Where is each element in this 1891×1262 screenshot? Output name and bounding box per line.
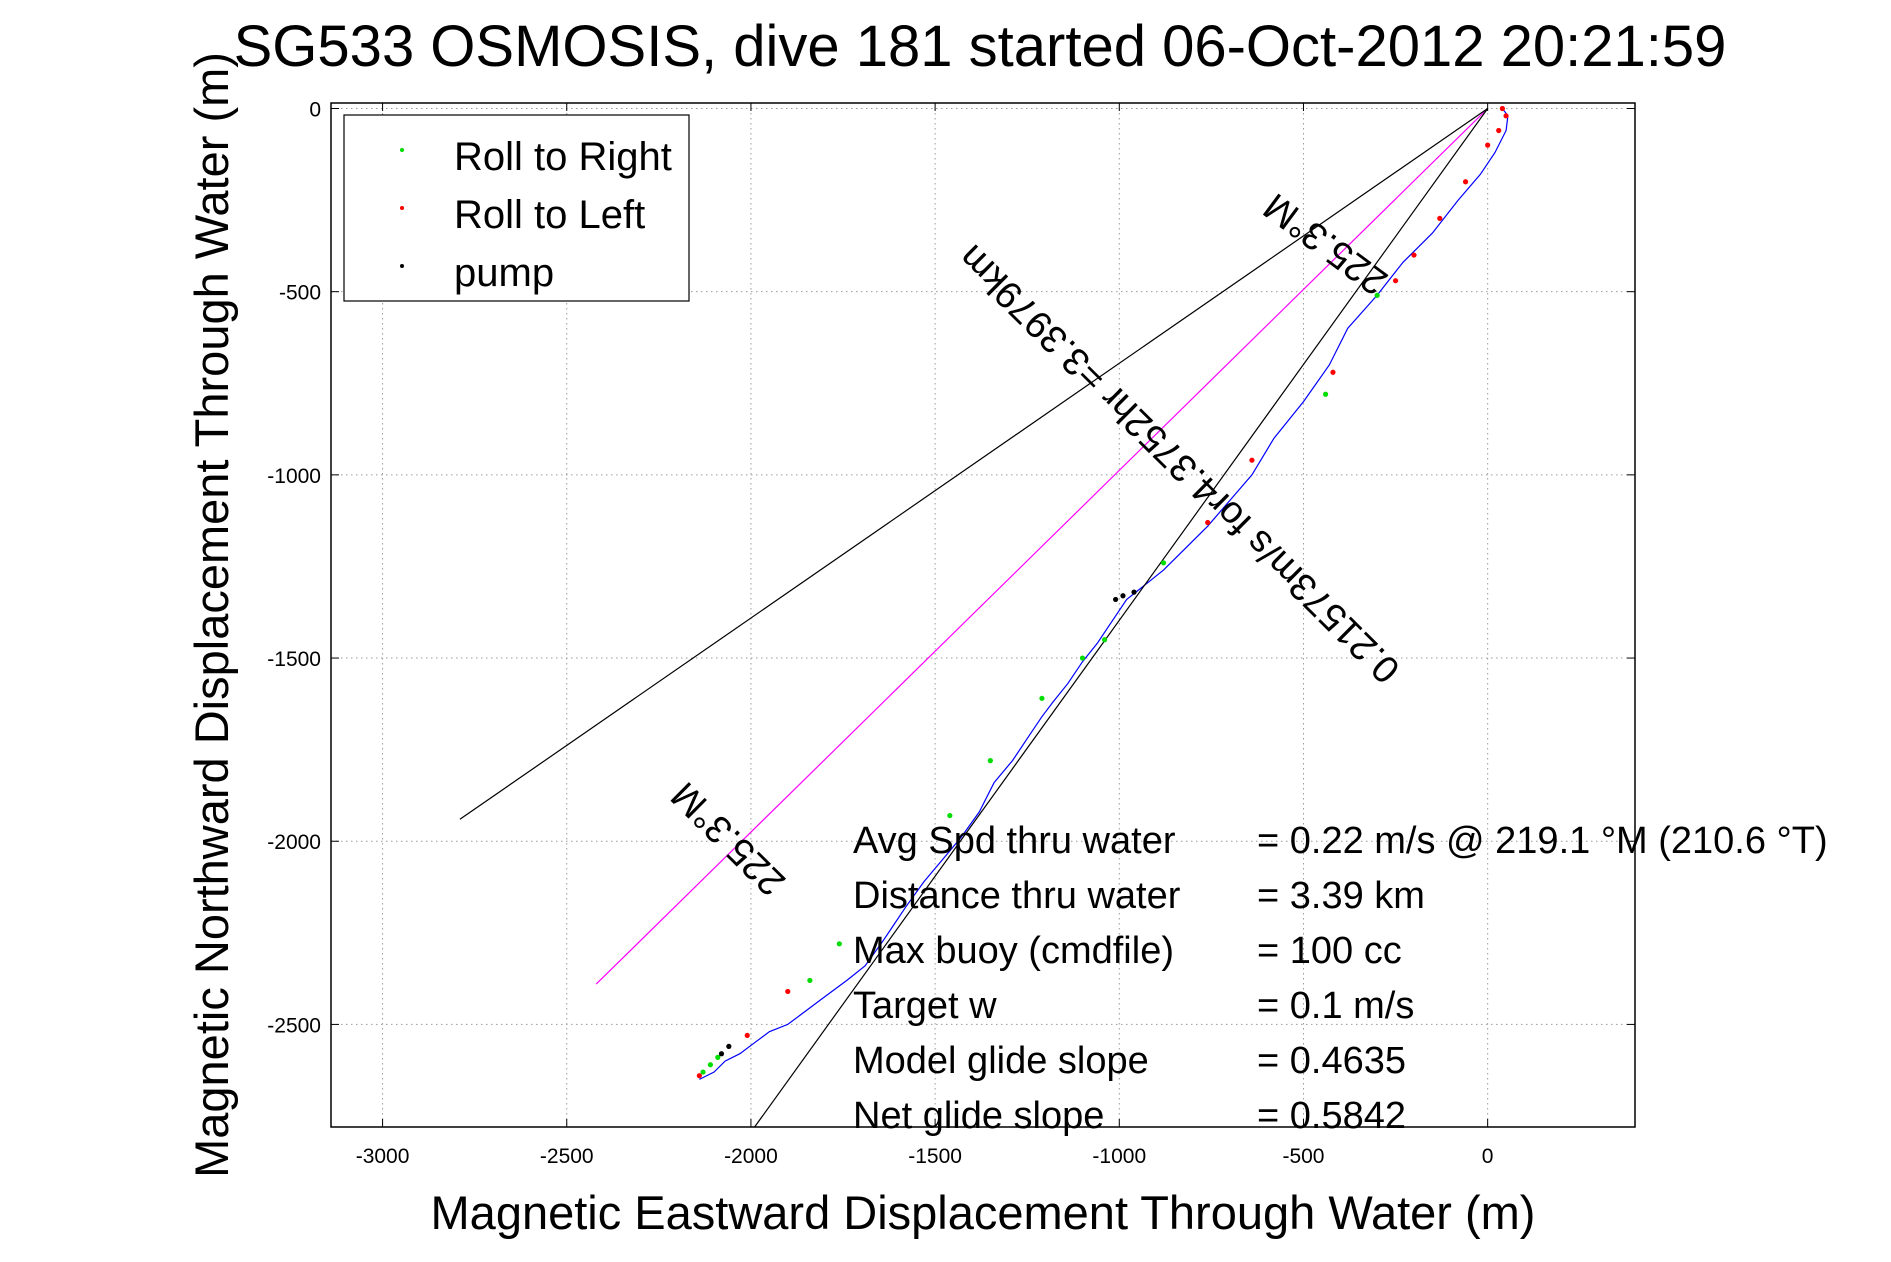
data-point [1411,252,1417,258]
annotation-value: = 0.1 m/s [1257,985,1414,1027]
data-point [726,1043,732,1049]
annotation-label: Target w [853,985,997,1027]
y-tick-labels: 0 -500 -1000 -1500 -2000 -2500 [267,98,1635,1037]
data-point [696,1073,702,1079]
data-point [1205,519,1211,526]
annotation-label: Model glide slope [853,1040,1149,1082]
chart-title: SG533 OSMOSIS, dive 181 started 06-Oct-2… [234,14,1727,79]
y-tick-label: -1500 [267,648,321,671]
data-point [947,812,953,819]
legend-marker-roll-right [400,148,404,152]
legend-marker-pump [400,264,404,268]
x-tick-label: -1000 [1092,1145,1146,1168]
legend-label-pump: pump [454,251,554,295]
y-tick-label: -2000 [267,831,321,854]
data-point [1503,113,1509,119]
data-point [1039,695,1045,701]
data-point [1485,142,1491,148]
legend-marker-roll-left [400,206,404,210]
series-layer [459,108,1509,1128]
data-point [1131,589,1137,595]
data-point [700,1069,706,1075]
x-tick-label: -500 [1282,1145,1324,1168]
x-tick-label: -1500 [908,1145,962,1168]
data-point [1499,105,1505,112]
annotation-value: = 0.22 m/s @ 219.1 °M (210.6 °T) [1257,820,1828,862]
data-point [836,941,842,947]
data-point [1113,596,1119,603]
annotation-label: Distance thru water [853,875,1181,917]
data-point [1374,292,1380,298]
data-point [785,988,791,995]
data-point [1496,127,1502,134]
series-line [699,108,1509,1080]
series-line [595,108,1489,985]
data-point [1101,637,1108,643]
legend-label-roll-right: Roll to Right [454,135,672,179]
data-point [1462,179,1469,185]
x-tick-label: 0 [1482,1145,1494,1168]
annotation-block: Avg Spd thru water = 0.22 m/s @ 219.1 °M… [853,820,1828,1137]
data-point [1120,593,1126,599]
marker-layer [696,105,1509,1079]
annotation-value: = 0.5842 [1257,1095,1406,1137]
data-point [1392,278,1399,284]
x-tick-label: -3000 [356,1145,410,1168]
legend: Roll to Right Roll to Left pump [343,114,690,302]
data-point [1437,215,1443,222]
data-point [744,1032,750,1039]
annotation-label: Avg Spd thru water [853,820,1176,862]
data-point [1079,655,1086,661]
data-point [1249,457,1255,463]
data-point [807,977,813,984]
annotation-value: = 0.4635 [1257,1040,1406,1082]
annotation-value: = 3.39 km [1257,875,1425,917]
data-point [1330,369,1336,375]
x-axis-label: Magnetic Eastward Displacement Through W… [431,1186,1536,1239]
annotation-label: Max buoy (cmdfile) [853,930,1174,972]
data-point [718,1051,725,1057]
x-tick-labels: -3000 -2500 -2000 -1500 -1000 -500 0 [356,103,1494,1168]
data-point [715,1054,721,1060]
data-point [987,758,993,764]
y-tick-label: 0 [309,98,321,121]
y-tick-label: -2500 [267,1014,321,1037]
legend-label-roll-left: Roll to Left [454,193,645,237]
data-point [1322,391,1329,397]
series-line [459,108,1489,820]
x-tick-label: -2000 [724,1145,778,1168]
x-tick-label: -2500 [540,1145,594,1168]
y-tick-label: -1000 [267,465,321,488]
data-point [707,1062,714,1068]
annotation-value: = 100 cc [1257,930,1402,972]
data-point [1160,560,1167,566]
y-tick-label: -500 [279,282,321,305]
series-line [754,108,1489,1128]
annotation-label: Net glide slope [853,1095,1104,1137]
y-axis-label: Magnetic Northward Displacement Through … [185,52,238,1178]
plot-area [330,102,1636,1128]
